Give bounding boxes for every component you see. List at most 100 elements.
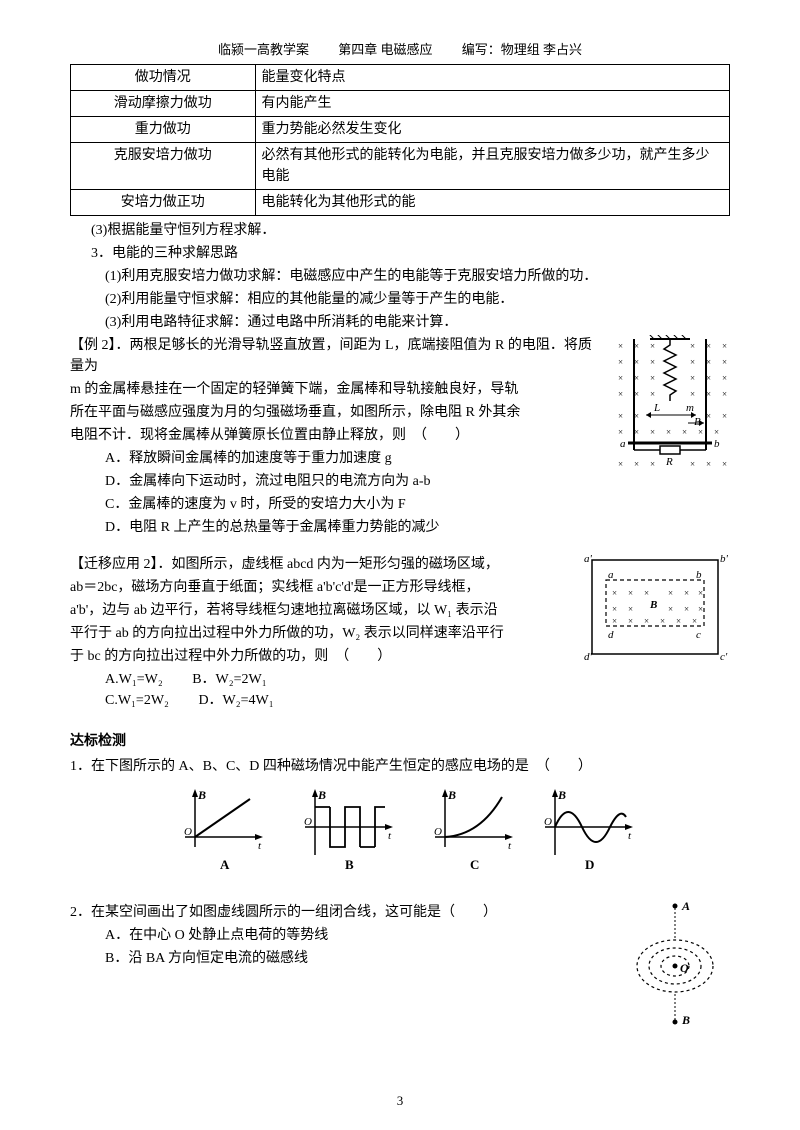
svg-text:×: × <box>618 389 623 399</box>
svg-text:×: × <box>666 427 671 437</box>
option-c: C．金属棒的速度为 v 时，所受的安培力大小为 F <box>105 494 730 515</box>
svg-text:×: × <box>612 588 617 598</box>
cell: 有内能产生 <box>255 90 729 116</box>
svg-text:b: b <box>696 569 702 581</box>
q1-figures: B O t A B O t B B O t C B <box>70 787 730 884</box>
svg-text:×: × <box>650 373 655 383</box>
svg-text:×: × <box>660 616 665 626</box>
cell: 必然有其他形式的能转化为电能，并且克服安培力做多少功，就产生多少电能 <box>255 142 729 189</box>
page-number: 3 <box>0 1091 800 1111</box>
option-b: B．W₂=2W₁ <box>192 672 266 687</box>
table-row: 重力做功重力势能必然发生变化 <box>71 116 730 142</box>
svg-text:d: d <box>608 629 614 641</box>
svg-text:a: a <box>608 569 614 581</box>
svg-text:t: t <box>388 830 392 842</box>
svg-text:×: × <box>684 604 689 614</box>
svg-text:×: × <box>612 604 617 614</box>
svg-text:×: × <box>690 373 695 383</box>
svg-text:×: × <box>722 373 727 383</box>
svg-text:×: × <box>628 588 633 598</box>
editor: 编写：物理组 李占兴 <box>462 42 582 57</box>
table-row: 滑动摩擦力做功有内能产生 <box>71 90 730 116</box>
line: (1)利用克服安培力做功求解：电磁感应中产生的电能等于克服安培力所做的功． <box>70 266 730 287</box>
table-row: 克服安培力做功必然有其他形式的能转化为电能，并且克服安培力做多少功，就产生多少电… <box>71 142 730 189</box>
svg-text:D: D <box>585 857 594 872</box>
svg-text:×: × <box>628 604 633 614</box>
svg-text:×: × <box>722 411 727 421</box>
svg-text:c': c' <box>720 651 728 662</box>
line: 两根足够长的光滑导轨竖直放置，间距为 L，底端接阻值为 R 的电阻．将质量为 <box>70 338 592 374</box>
svg-text:×: × <box>682 427 687 437</box>
svg-text:×: × <box>714 427 719 437</box>
svg-text:O: O <box>304 816 312 828</box>
svg-text:×: × <box>650 389 655 399</box>
svg-text:×: × <box>690 459 695 469</box>
svg-text:×: × <box>690 341 695 351</box>
svg-text:B: B <box>681 1013 690 1026</box>
svg-text:×: × <box>676 616 681 626</box>
svg-text:×: × <box>722 389 727 399</box>
q1: 1．在下图所示的 A、B、C、D 四种磁场情况中能产生恒定的感应电场的是 （ ） <box>70 756 730 777</box>
trans2-options-2: C.W₁=2W₂ D．W₂=4W₁ <box>70 690 730 711</box>
cell: 滑动摩擦力做功 <box>71 90 256 116</box>
svg-text:B: B <box>447 788 456 802</box>
svg-text:×: × <box>650 357 655 367</box>
option-a: A.W₁=W₂ <box>105 672 163 687</box>
option-c: C.W₁=2W₂ <box>105 693 169 708</box>
svg-text:B: B <box>317 788 326 802</box>
svg-text:B: B <box>197 788 206 802</box>
svg-text:O: O <box>434 826 442 838</box>
svg-text:×: × <box>618 427 623 437</box>
svg-text:×: × <box>644 588 649 598</box>
svg-text:×: × <box>650 341 655 351</box>
svg-text:×: × <box>698 588 703 598</box>
ex2-title: 【例 2】． <box>70 338 130 353</box>
figure-q2: A O B <box>620 896 730 1026</box>
svg-text:a: a <box>620 438 626 450</box>
svg-text:×: × <box>706 459 711 469</box>
svg-text:×: × <box>692 616 697 626</box>
svg-text:×: × <box>634 459 639 469</box>
chapter: 第四章 电磁感应 <box>338 42 432 57</box>
svg-text:×: × <box>618 373 623 383</box>
cell: 做功情况 <box>71 64 256 90</box>
line: (3)根据能量守恒列方程求解． <box>70 220 730 241</box>
svg-text:B: B <box>649 599 657 611</box>
svg-text:×: × <box>698 604 703 614</box>
svg-text:B: B <box>345 857 354 872</box>
svg-text:t: t <box>628 830 632 842</box>
svg-text:×: × <box>690 357 695 367</box>
svg-text:×: × <box>618 357 623 367</box>
svg-text:B: B <box>557 788 566 802</box>
svg-text:C: C <box>470 857 479 872</box>
svg-text:m: m <box>686 402 694 414</box>
table-row: 做功情况能量变化特点 <box>71 64 730 90</box>
cell: 重力势能必然发生变化 <box>255 116 729 142</box>
svg-text:×: × <box>698 427 703 437</box>
svg-text:d': d' <box>584 651 593 662</box>
svg-text:L: L <box>653 402 660 414</box>
svg-text:×: × <box>628 616 633 626</box>
svg-text:O: O <box>680 961 689 975</box>
svg-text:×: × <box>650 459 655 469</box>
svg-text:×: × <box>690 389 695 399</box>
svg-text:×: × <box>612 616 617 626</box>
trans2-title: 【迁移应用 2】． <box>70 557 172 572</box>
trans2-options: A.W₁=W₂ B．W₂=2W₁ <box>70 669 730 690</box>
figure-ex2: ×××××× ×××××× ×××××× ×××××× ×××× ×××××××… <box>610 335 730 475</box>
cell: 能量变化特点 <box>255 64 729 90</box>
svg-text:×: × <box>650 427 655 437</box>
svg-text:×: × <box>722 341 727 351</box>
table-row: 安培力做正功电能转化为其他形式的能 <box>71 189 730 215</box>
svg-text:×: × <box>618 341 623 351</box>
svg-text:b: b <box>714 438 720 450</box>
svg-text:O: O <box>184 826 192 838</box>
svg-text:×: × <box>644 616 649 626</box>
page-header: 临颍一高教学案 第四章 电磁感应 编写：物理组 李占兴 <box>70 40 730 60</box>
svg-text:O: O <box>544 816 552 828</box>
line: 如图所示，虚线框 abcd 内为一矩形匀强的磁场区域， <box>172 557 499 572</box>
cell: 重力做功 <box>71 116 256 142</box>
svg-text:×: × <box>618 411 623 421</box>
cell: 安培力做正功 <box>71 189 256 215</box>
energy-table: 做功情况能量变化特点 滑动摩擦力做功有内能产生 重力做功重力势能必然发生变化 克… <box>70 64 730 216</box>
